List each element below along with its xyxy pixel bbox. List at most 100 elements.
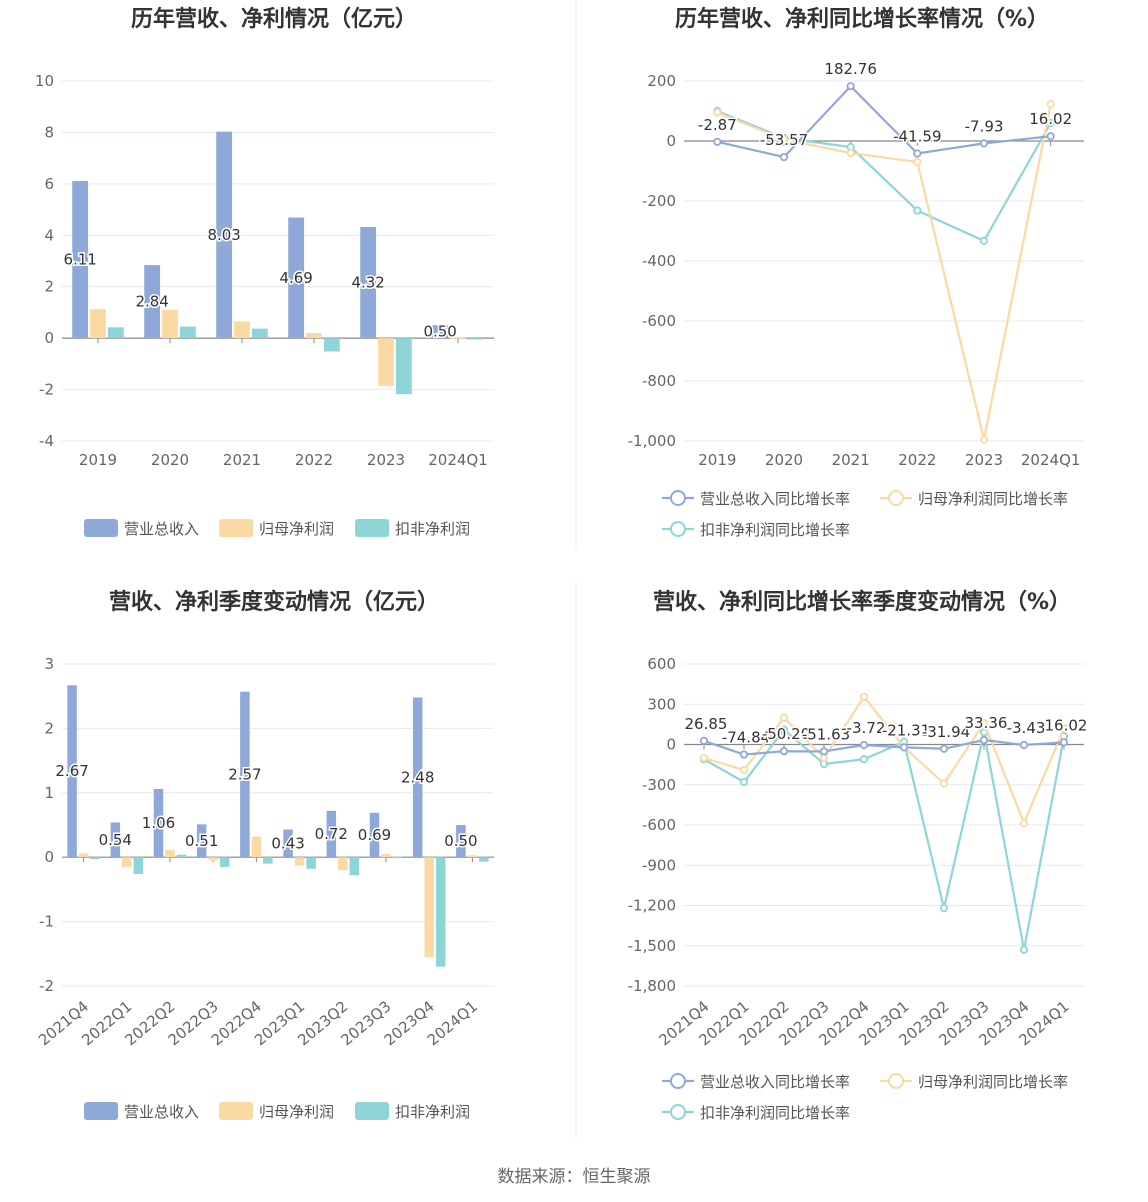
bar-net-profit — [378, 338, 394, 386]
series-point — [979, 139, 989, 148]
series-point — [913, 157, 922, 167]
data-label: 16.02 — [1029, 110, 1072, 128]
chart-quarter-bar: 营收、净利季度变动情况（亿元）3210-1-22021Q42022Q12022Q… — [35, 589, 494, 1121]
bar-net-profit — [424, 857, 434, 958]
x-tick-label: 2022 — [898, 451, 936, 469]
bar-revenue — [288, 217, 305, 339]
bar-revenue — [360, 227, 377, 339]
bar-deducted-profit — [392, 856, 403, 858]
data-label: 0.43 — [271, 834, 304, 852]
legend-label: 营业总收入 — [124, 520, 199, 538]
series-point — [979, 435, 989, 444]
data-label: 2.84 — [135, 293, 168, 311]
data-label: -21.31 — [882, 721, 930, 739]
data-label: -50.20 — [762, 725, 810, 743]
y-tick-label: 200 — [647, 72, 676, 90]
series-point — [939, 744, 949, 753]
chart-title: 历年营收、净利情况（亿元） — [131, 6, 417, 32]
y-tick-label: -2 — [39, 381, 54, 399]
data-label: 4.32 — [351, 274, 384, 292]
data-label: -7.93 — [965, 117, 1004, 135]
data-label: 0.50 — [444, 832, 477, 850]
bar-net-profit — [338, 857, 348, 871]
series-line-net-profit — [703, 694, 1066, 826]
bar-revenue — [412, 697, 423, 858]
data-label: 4.69 — [279, 269, 312, 287]
y-tick-label: -300 — [642, 776, 676, 794]
series-point — [939, 779, 949, 788]
data-label: -53.57 — [760, 131, 808, 149]
bar-net-profit — [306, 333, 322, 339]
data-label: 2.67 — [55, 762, 88, 780]
legend-swatch — [355, 1102, 389, 1120]
y-tick-label: 2 — [44, 719, 54, 737]
bar-net-profit — [208, 857, 218, 861]
x-tick-label: 2021 — [832, 451, 870, 469]
series-point — [913, 206, 922, 215]
bar-net-profit — [90, 309, 106, 339]
data-label: 0.72 — [315, 825, 348, 843]
y-tick-label: 1 — [44, 784, 54, 802]
data-label: 8.03 — [207, 226, 240, 244]
y-tick-label: 3 — [44, 655, 54, 673]
chart-title: 历年营收、净利同比增长率情况（%） — [675, 6, 1049, 32]
bar-revenue — [326, 810, 337, 858]
y-tick-label: -1,500 — [628, 937, 676, 955]
data-label: 182.76 — [824, 60, 877, 78]
legend-label: 扣非净利润同比增长率 — [700, 521, 850, 539]
data-label: 6.11 — [63, 251, 96, 269]
bar-revenue — [144, 265, 161, 339]
y-tick-label: 0 — [44, 329, 54, 347]
legend-label: 归母净利润同比增长率 — [918, 1073, 1068, 1091]
bar-deducted-profit — [479, 857, 489, 862]
legend-label: 营业总收入同比增长率 — [700, 490, 850, 508]
x-tick-label: 2021 — [223, 451, 261, 469]
legend-marker — [888, 490, 904, 506]
legend-marker — [888, 1073, 904, 1089]
chart-title: 营收、净利季度变动情况（亿元） — [109, 589, 439, 615]
source-label: 数据来源：恒生聚源 — [498, 1167, 651, 1187]
series-line-deducted-profit — [703, 728, 1066, 950]
chart-annual-line: 历年营收、净利同比增长率情况（%） 200 0 -200 -400 -600 -800 -1,… — [628, 6, 1084, 539]
series-point — [739, 765, 749, 775]
data-label: -3.43 — [1007, 719, 1046, 737]
series-point — [699, 753, 709, 763]
bar-revenue — [216, 131, 233, 339]
y-tick-label: 4 — [44, 226, 54, 244]
bar-net-profit — [78, 853, 89, 858]
legend-swatch — [84, 1102, 118, 1120]
x-tick-label: 2023 — [367, 451, 405, 469]
bar-net-profit — [450, 337, 466, 339]
series-point — [739, 750, 749, 759]
data-label: -3.72 — [847, 719, 886, 737]
y-tick-label: -1 — [39, 913, 54, 931]
data-label: 0.54 — [99, 831, 132, 849]
bar-deducted-profit — [395, 338, 412, 395]
legend-marker — [670, 1104, 686, 1120]
legend: 营业总收入 归母净利润 扣非净利润 — [84, 519, 470, 538]
series-point — [859, 755, 869, 764]
chart-title: 营收、净利同比增长率季度变动情况（%） — [653, 589, 1071, 615]
data-label: 0.51 — [185, 832, 218, 850]
y-tick-label: 300 — [647, 695, 676, 713]
data-label: 0.69 — [358, 826, 391, 844]
x-tick-label: 2019 — [698, 451, 736, 469]
legend-label: 营业总收入同比增长率 — [700, 1073, 850, 1091]
legend-label: 扣非净利润 — [395, 520, 470, 538]
data-label: 1.06 — [142, 814, 175, 832]
bar-deducted-profit — [176, 854, 187, 858]
legend-marker — [670, 490, 686, 506]
series-point — [1019, 818, 1029, 828]
legend-swatch — [219, 1102, 253, 1120]
series-point — [913, 149, 922, 158]
x-tick-label: 2022 — [295, 451, 333, 469]
legend-label: 归母净利润同比增长率 — [918, 490, 1068, 508]
bar-deducted-profit — [349, 857, 360, 876]
legend-swatch — [355, 519, 389, 537]
data-label: -41.59 — [893, 127, 941, 145]
bar-deducted-profit — [107, 327, 124, 339]
y-tick-label: 6 — [44, 175, 54, 193]
y-tick-label: 8 — [44, 123, 54, 141]
series-line-deducted-profit — [716, 109, 1052, 243]
